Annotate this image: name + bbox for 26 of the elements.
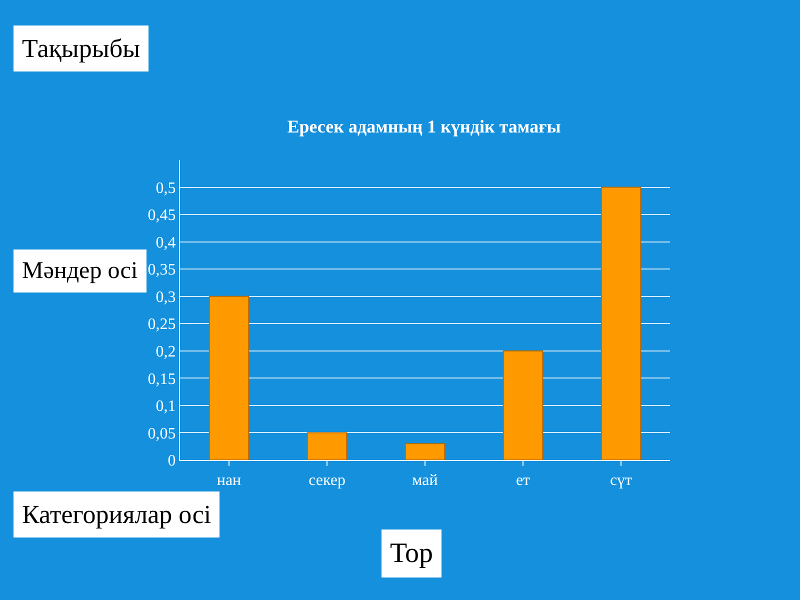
text: Тор bbox=[390, 538, 433, 569]
y-tick-label: 0,4 bbox=[156, 234, 176, 252]
bar bbox=[208, 296, 250, 460]
chart-title: Ересек адамның 1 күндік тамағы bbox=[287, 116, 561, 137]
y-tick-label: 0,3 bbox=[156, 288, 176, 306]
x-tick-label: сүт bbox=[610, 472, 632, 490]
x-tick-label: секер bbox=[308, 472, 346, 490]
bar bbox=[502, 350, 544, 460]
y-tick-label: 0,05 bbox=[148, 425, 176, 442]
y-tick-label: 0,5 bbox=[156, 180, 176, 197]
y-tick-label: 0,2 bbox=[156, 344, 176, 361]
y-tick-label: 0 bbox=[168, 452, 176, 470]
text: Мәндер осі bbox=[22, 258, 138, 284]
y-tick-label: 0,35 bbox=[148, 262, 176, 279]
x-tick-label: нан bbox=[216, 472, 242, 490]
bar bbox=[306, 432, 348, 460]
x-tick-label: май bbox=[412, 472, 438, 490]
bar bbox=[600, 186, 642, 460]
text: Категориялар осі bbox=[22, 500, 212, 529]
y-tick-label: 0,15 bbox=[148, 370, 176, 388]
text: Тақырыбы bbox=[22, 34, 140, 63]
y-tick-label: 0,25 bbox=[148, 316, 176, 334]
y-tick-label: 0,45 bbox=[148, 207, 176, 224]
y-tick-label: 0,1 bbox=[156, 398, 176, 416]
bar bbox=[404, 443, 446, 460]
x-tick-label: ет bbox=[516, 472, 530, 490]
